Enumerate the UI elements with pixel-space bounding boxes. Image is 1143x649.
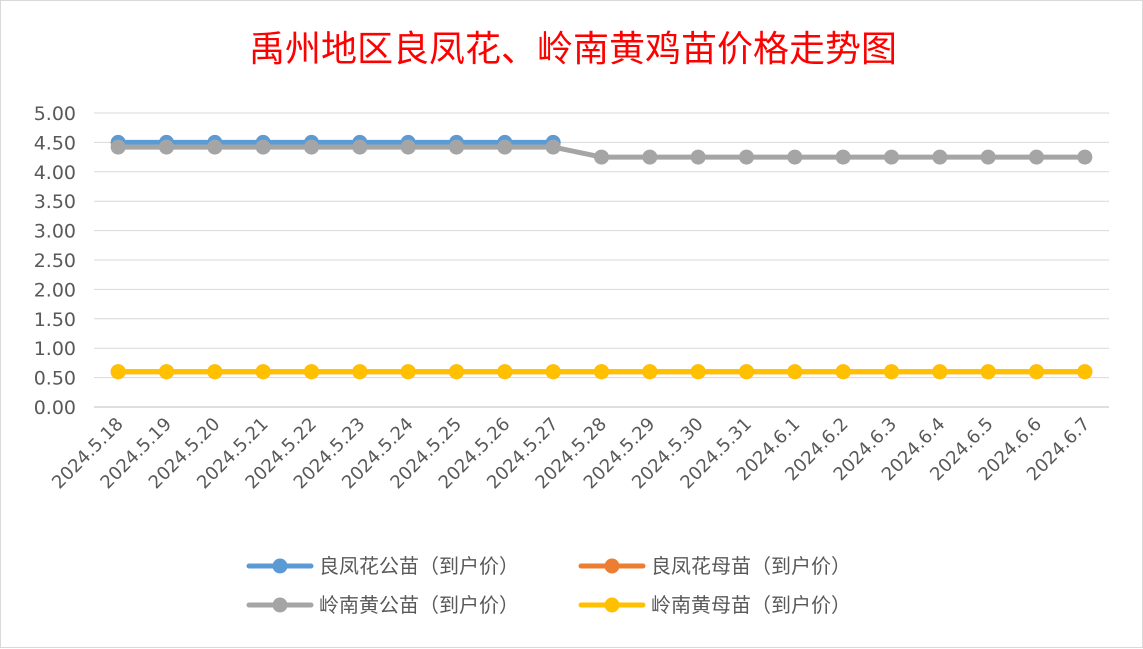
y-tick-label: 2.50 <box>34 250 76 272</box>
y-tick-label: 4.00 <box>34 162 76 184</box>
data-point <box>739 149 754 165</box>
data-point <box>1077 364 1093 380</box>
data-point <box>980 149 996 165</box>
legend-label: 良凤花公苗（到户价） <box>319 554 519 578</box>
y-tick-label: 0.50 <box>34 368 76 390</box>
data-point <box>787 149 803 165</box>
y-axis: 0.00 0.50 1.00 1.50 2.00 2.50 3.00 3.50 4.00 4.50… <box>34 103 76 419</box>
legend-item: 岭南黄公苗（到户价） <box>246 593 519 617</box>
data-point <box>400 364 416 380</box>
data-point <box>400 139 416 155</box>
data-point <box>594 149 609 165</box>
data-point <box>980 364 996 380</box>
data-point <box>304 139 319 155</box>
series-3 <box>110 139 1093 165</box>
data-point <box>932 149 948 165</box>
y-tick-label: 2.00 <box>34 279 76 301</box>
legend-item: 良凤花母苗（到户价） <box>578 554 851 578</box>
data-point <box>545 364 561 380</box>
data-point <box>352 139 368 155</box>
data-point <box>1077 149 1093 165</box>
y-tick-label: 1.50 <box>34 309 76 331</box>
legend: 良凤花公苗（到户价） 良凤花母苗（到户价） 岭南黄公苗（到户价） 岭南黄母苗（到户价） <box>246 554 851 617</box>
data-point <box>932 364 948 380</box>
data-point <box>110 139 126 155</box>
legend-marker <box>604 558 620 574</box>
data-point <box>884 364 899 380</box>
y-tick-label: 1.00 <box>34 338 76 360</box>
series-4 <box>110 364 1093 380</box>
data-point <box>690 364 706 380</box>
data-point <box>159 364 174 380</box>
data-point <box>207 139 223 155</box>
data-point <box>497 364 513 380</box>
y-tick-label: 3.00 <box>34 221 76 243</box>
data-point <box>255 364 271 380</box>
legend-marker <box>272 558 288 574</box>
data-point <box>255 139 271 155</box>
series-group <box>110 134 1093 380</box>
data-point <box>1029 149 1044 165</box>
data-point <box>497 139 513 155</box>
legend-label: 岭南黄公苗（到户价） <box>319 593 519 617</box>
data-point <box>739 364 754 380</box>
data-point <box>1029 364 1044 380</box>
data-point <box>642 149 658 165</box>
data-point <box>787 364 803 380</box>
data-point <box>304 364 319 380</box>
legend-item: 良凤花公苗（到户价） <box>246 554 519 578</box>
data-point <box>352 364 368 380</box>
data-point <box>449 364 464 380</box>
y-tick-label: 5.00 <box>34 103 76 125</box>
legend-label: 岭南黄母苗（到户价） <box>651 593 851 617</box>
legend-marker <box>272 597 288 613</box>
data-point <box>835 149 851 165</box>
data-point <box>545 139 561 155</box>
data-point <box>159 139 174 155</box>
y-tick-label: 0.00 <box>34 397 76 419</box>
legend-marker <box>604 597 620 613</box>
data-point <box>642 364 658 380</box>
data-point <box>594 364 609 380</box>
x-axis: 2024.5.182024.5.192024.5.202024.5.212024… <box>48 414 1094 494</box>
data-point <box>110 364 126 380</box>
data-point <box>449 139 464 155</box>
chart-title: 禹州地区良凤花、岭南黄鸡苗价格走势图 <box>249 29 897 70</box>
legend-label: 良凤花母苗（到户价） <box>651 554 851 578</box>
legend-item: 岭南黄母苗（到户价） <box>578 593 851 617</box>
y-tick-label: 4.50 <box>34 132 76 154</box>
data-point <box>884 149 899 165</box>
data-point <box>835 364 851 380</box>
data-point <box>690 149 706 165</box>
data-point <box>207 364 223 380</box>
y-tick-label: 3.50 <box>34 191 76 213</box>
